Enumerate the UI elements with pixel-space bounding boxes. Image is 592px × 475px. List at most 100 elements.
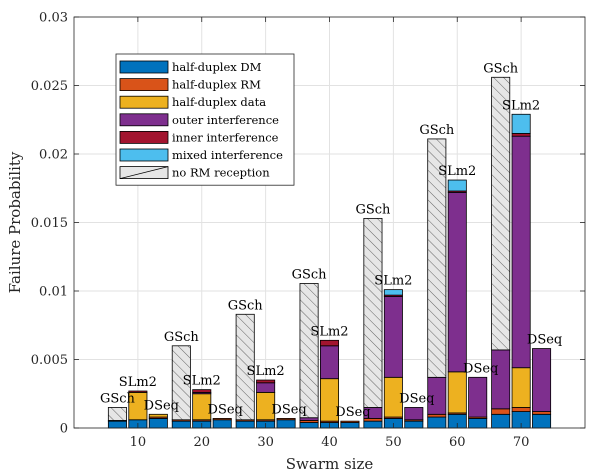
bar-segment-no-RM-reception: [299, 283, 319, 419]
bar-segment-inner-interference: [511, 133, 531, 137]
x-tick-label: 20: [193, 435, 210, 450]
bar-label-SLm2: SLm2: [310, 324, 348, 339]
bar-segment-half-duplex-DM: [363, 420, 383, 429]
bar-segment-half-duplex-RM: [491, 408, 511, 415]
y-tick-label: 0.015: [31, 216, 68, 231]
bar-segment-half-duplex-DM: [148, 418, 168, 429]
bar-segment-half-duplex-DM: [468, 418, 488, 429]
legend-swatch: [119, 130, 169, 144]
legend-swatch: [119, 113, 169, 127]
legend-swatch: [119, 95, 169, 109]
bar-segment-half-duplex-DM: [532, 413, 552, 429]
y-tick-label: 0.02: [39, 148, 68, 163]
bar-segment-half-duplex-RM: [276, 418, 296, 421]
x-tick-label: 10: [130, 435, 147, 450]
legend-hatch-line: [119, 166, 169, 179]
legend-swatch: [119, 78, 169, 91]
bar-segment-half-duplex-RM: [511, 407, 531, 412]
bar-segment-half-duplex-RM: [532, 411, 552, 415]
tick-labels: 0 0.005 0.01 0.015 0.02 0.025 0.03 10 20 30 40 50 60…: [31, 11, 530, 451]
bar-label-DSeq: DSeq: [271, 402, 306, 417]
bar-segment-mixed-interference: [383, 289, 403, 296]
y-axis-label: Failure Probability: [6, 151, 24, 293]
bar-label-GSch: GSch: [355, 202, 391, 217]
legend-swatch: [119, 60, 169, 74]
bar-label-GSch: GSch: [164, 330, 200, 345]
bar-segment-half-duplex-DM: [299, 422, 319, 429]
bars: [107, 76, 552, 429]
bar-segment-no-RM-reception: [427, 138, 447, 378]
legend-label: no RM reception: [172, 166, 270, 180]
bar-segment-half-duplex-DM: [107, 420, 127, 429]
axes-frame: [73, 16, 586, 429]
bar-labels: GSchSLm2DSeqGSchSLm2DSeqGSchSLm2DSeqGSch…: [100, 61, 562, 420]
bar-label-DSeq: DSeq: [399, 391, 434, 406]
legend-label: half-duplex DM: [172, 60, 262, 74]
legend-label: mixed interference: [172, 148, 283, 162]
x-axis-label: Swarm size: [286, 455, 374, 473]
bar-segment-half-duplex-RM: [340, 420, 360, 423]
bar-segment-outer-interference: [447, 191, 467, 373]
x-tick-label: 30: [257, 435, 274, 450]
bar-label-GSch: GSch: [100, 391, 136, 406]
bar-segment-no-RM-reception: [363, 217, 383, 408]
x-tick-label: 40: [321, 435, 338, 450]
bar-segment-half-duplex-RM: [212, 418, 232, 421]
bar-label-GSch: GSch: [292, 267, 328, 282]
bar-segment-no-RM-reception: [107, 407, 127, 421]
bar-segment-outer-interference: [491, 349, 511, 410]
x-tick-label: 70: [513, 435, 530, 450]
legend-label: inner interference: [172, 130, 279, 144]
bar-label-SLm2: SLm2: [438, 164, 476, 179]
bar-segment-outer-interference: [532, 348, 552, 412]
bar-segment-half-duplex-DM: [404, 420, 424, 429]
bar-segment-outer-interference: [383, 296, 403, 378]
legend-label: outer interference: [172, 113, 279, 127]
y-tick-label: 0.005: [31, 353, 68, 368]
bar-segment-no-RM-reception: [171, 345, 191, 421]
bar-segment-inner-interference: [128, 390, 148, 393]
bar-segment-half-duplex-DM: [340, 422, 360, 429]
bar-segment-half-duplex-DM: [212, 419, 232, 429]
bar-label-SLm2: SLm2: [119, 375, 157, 390]
bar-segment-inner-interference: [319, 339, 340, 347]
bar-label-SLm2: SLm2: [247, 364, 285, 379]
bar-label-DSeq: DSeq: [463, 361, 498, 376]
bar-segment-outer-interference: [299, 417, 319, 421]
bar-label-GSch: GSch: [228, 298, 264, 313]
bar-segment-half-duplex-data: [148, 413, 168, 418]
bar-segment-no-RM-reception: [235, 313, 255, 421]
bar-segment-half-duplex-data: [511, 367, 531, 408]
bar-segment-half-duplex-DM: [491, 413, 511, 429]
bar-segment-outer-interference: [468, 376, 488, 418]
bar-label-DSeq: DSeq: [335, 405, 370, 420]
y-tick-label: 0: [60, 422, 68, 437]
bar-segment-outer-interference: [256, 382, 276, 393]
bar-label-DSeq: DSeq: [144, 398, 179, 413]
legend: half-duplex DM half-duplex RM half-duplex …: [115, 53, 295, 186]
y-tick-label: 0.01: [39, 285, 68, 300]
bar-segment-half-duplex-DM: [427, 416, 447, 429]
y-tick-label: 0.03: [39, 11, 68, 26]
bar-segment-half-duplex-DM: [171, 420, 191, 429]
bar-segment-half-duplex-DM: [276, 419, 296, 429]
bar-label-SLm2: SLm2: [374, 274, 412, 289]
bar-segment-inner-interference: [192, 389, 212, 393]
bar-label-SLm2: SLm2: [502, 98, 540, 113]
bar-label-GSch: GSch: [483, 61, 519, 76]
x-tick-label: 50: [385, 435, 402, 450]
legend-label: half-duplex data: [172, 95, 266, 109]
bar-segment-mixed-interference: [447, 179, 467, 192]
legend-swatch: [119, 148, 169, 162]
bar-label-GSch: GSch: [419, 123, 455, 138]
bar-segment-outer-interference: [404, 407, 424, 421]
y-tick-label: 0.025: [31, 79, 68, 94]
x-tick-label: 60: [449, 435, 466, 450]
bar-label-SLm2: SLm2: [183, 374, 221, 389]
bar-segment-half-duplex-DM: [235, 420, 255, 429]
bar-segment-outer-interference: [319, 345, 340, 380]
bar-segment-no-RM-reception: [491, 76, 511, 351]
bar-segment-mixed-interference: [511, 113, 531, 134]
bar-label-DSeq: DSeq: [527, 333, 562, 348]
bar-segment-inner-interference: [256, 379, 276, 384]
